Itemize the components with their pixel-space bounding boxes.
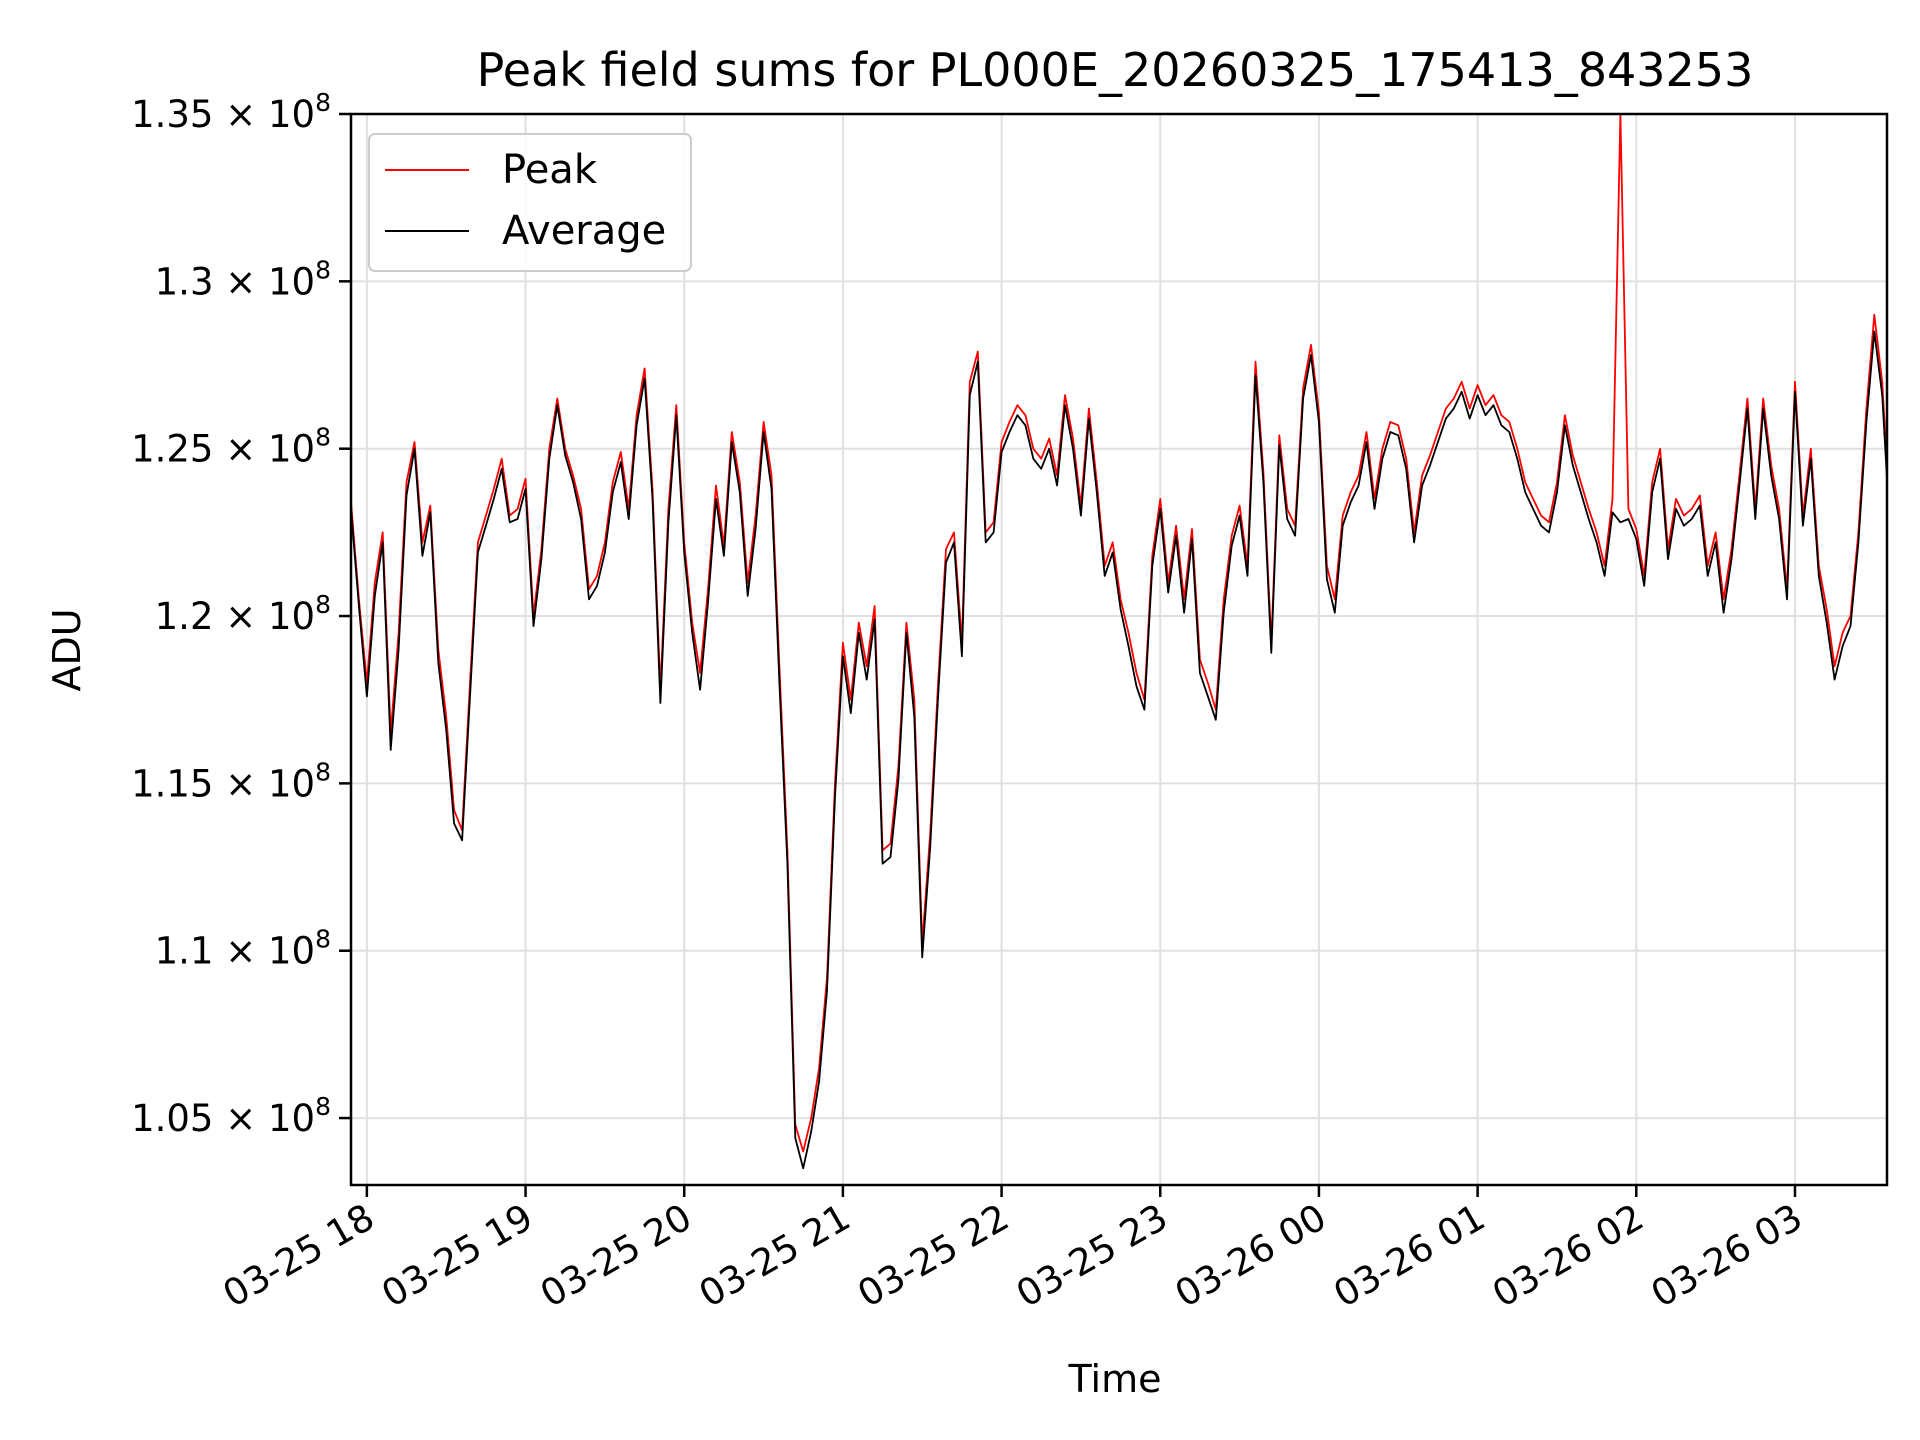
legend-average-label: Average xyxy=(502,208,666,254)
legend: Peak Average xyxy=(368,133,692,272)
y-tick-label: 1.35 × 108 xyxy=(131,88,331,136)
y-tick-label: 1.25 × 108 xyxy=(131,423,331,471)
grid xyxy=(351,113,1887,1185)
legend-box xyxy=(368,133,692,272)
series-line-average xyxy=(351,330,1887,1170)
series-line-peak xyxy=(351,114,1887,1153)
plot-frame xyxy=(349,112,1889,1187)
series-layer xyxy=(351,114,1887,1170)
x-axis-label: Time xyxy=(1068,1357,1162,1401)
y-axis-ticks: 1.05 × 108 1.1 × 108 1.15 × 108 1.2 × 108 1.… xyxy=(131,88,351,1140)
chart-title: Peak field sums for PL000E_20260325_1754… xyxy=(477,43,1754,97)
y-tick-label: 1.1 × 108 xyxy=(155,925,331,973)
y-tick-label: 1.15 × 108 xyxy=(131,757,331,805)
y-tick-label: 1.2 × 108 xyxy=(155,590,331,638)
legend-peak-label: Peak xyxy=(502,147,598,193)
y-axis-label: ADU xyxy=(45,608,89,691)
y-tick-label: 1.05 × 108 xyxy=(131,1092,331,1140)
y-tick-label: 1.3 × 108 xyxy=(155,255,331,303)
